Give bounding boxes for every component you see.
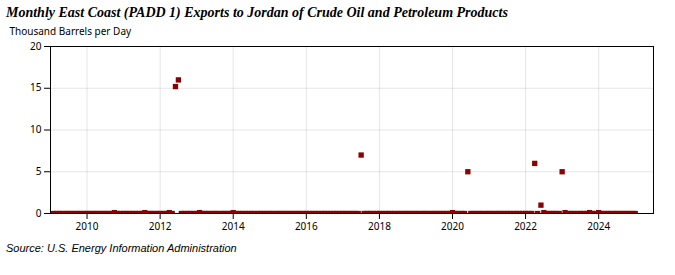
svg-text:2018: 2018	[368, 219, 391, 233]
html-text:Source: U.S. Energy Informatio: Source: U.S. Energy Information Administ…	[6, 242, 237, 254]
svg-text:2014: 2014	[222, 219, 245, 233]
svg-text:2016: 2016	[295, 219, 318, 233]
svg-text:2020: 2020	[441, 219, 464, 233]
svg-text:2024: 2024	[587, 219, 610, 233]
svg-text:2022: 2022	[514, 219, 537, 233]
svg-text:10: 10	[30, 122, 42, 136]
svg-text:5: 5	[36, 164, 42, 178]
html-text:Monthly East Coast (PADD 1) Ex: Monthly East Coast (PADD 1) Exports to J…	[6, 5, 508, 20]
svg-text:20: 20	[30, 39, 42, 53]
svg-text:Thousand Barrels per Day: Thousand Barrels per Day	[10, 24, 133, 38]
svg-text:2012: 2012	[149, 219, 172, 233]
svg-text:2010: 2010	[76, 219, 99, 233]
svg-text:0: 0	[36, 206, 42, 220]
svg-text:15: 15	[30, 80, 42, 94]
